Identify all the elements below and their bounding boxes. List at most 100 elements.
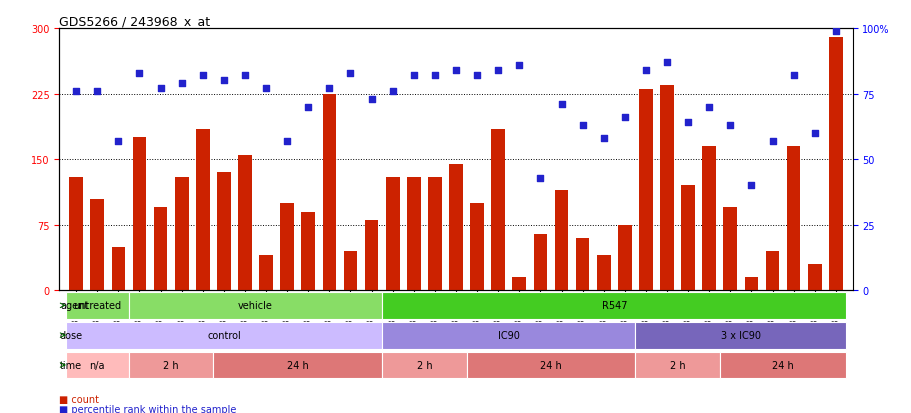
Point [259,86,273,93]
Point [785,73,800,79]
Point [322,86,336,93]
Point [280,138,294,145]
Text: time: time [60,360,82,370]
Bar [90,199,104,291]
Text: 3 x IC90: 3 x IC90 [720,330,760,340]
Bar [427,177,441,291]
Bar [786,147,800,291]
Point [722,123,737,129]
Bar [639,90,652,291]
Text: n/a: n/a [89,360,105,370]
Text: 2 h: 2 h [416,360,432,370]
Bar [635,322,845,349]
Point [363,96,378,103]
Bar [681,186,694,291]
Point [427,73,442,79]
Bar [618,225,631,291]
Text: 2 h: 2 h [163,360,179,370]
Bar [217,173,230,291]
Point [343,70,357,77]
Bar [406,177,420,291]
Point [827,28,842,35]
Bar [554,190,568,291]
Point [743,183,758,189]
Point [533,175,548,181]
Bar [719,352,845,378]
Point [617,115,631,121]
Point [238,73,252,79]
Bar [66,352,128,378]
Text: vehicle: vehicle [238,301,272,311]
Bar [533,234,547,291]
Bar [238,155,251,291]
Point [69,88,84,95]
Bar [743,278,757,291]
Bar [382,292,845,319]
Point [596,135,610,142]
Text: 24 h: 24 h [539,360,561,370]
Text: ■ count: ■ count [59,394,99,404]
Bar [512,278,526,291]
Bar [66,322,382,349]
Point [659,59,673,66]
Point [806,131,821,137]
Bar [154,208,168,291]
Bar [635,352,719,378]
Point [681,120,695,126]
Bar [259,256,272,291]
Bar [302,212,315,291]
Point [764,138,779,145]
Point [575,123,589,129]
Bar [364,221,378,291]
Text: GDS5266 / 243968_x_at: GDS5266 / 243968_x_at [59,15,210,28]
Bar [382,322,635,349]
Bar [322,94,336,291]
Point [701,104,716,111]
Text: agent: agent [60,301,88,311]
Point [153,86,168,93]
Bar [66,292,128,319]
Bar [132,138,146,291]
Point [511,62,526,69]
Point [301,104,315,111]
Point [111,138,126,145]
Point [174,81,189,87]
Point [195,73,210,79]
Bar [765,252,779,291]
Bar [382,352,466,378]
Bar [448,164,463,291]
Bar [343,252,357,291]
Bar [807,265,821,291]
Bar [69,177,83,291]
Bar [575,238,589,291]
Point [554,102,568,108]
Point [132,70,147,77]
Point [638,67,652,74]
Text: control: control [207,330,241,340]
Text: dose: dose [60,330,83,340]
Point [469,73,484,79]
Bar [128,292,382,319]
Text: 2 h: 2 h [669,360,685,370]
Bar [491,129,505,291]
Point [490,67,505,74]
Point [216,78,230,85]
Bar [111,247,125,291]
Point [90,88,105,95]
Point [406,73,421,79]
Text: 24 h: 24 h [287,360,308,370]
Text: IC90: IC90 [497,330,519,340]
Bar [466,352,635,378]
Bar [596,256,609,291]
Bar [280,204,293,291]
Bar [722,208,736,291]
Bar [660,85,673,291]
Point [385,88,400,95]
Text: ■ percentile rank within the sample: ■ percentile rank within the sample [59,404,236,413]
Bar [196,129,210,291]
Bar [828,38,842,291]
Text: untreated: untreated [73,301,121,311]
Bar [213,352,382,378]
Bar [701,147,715,291]
Bar [128,352,213,378]
